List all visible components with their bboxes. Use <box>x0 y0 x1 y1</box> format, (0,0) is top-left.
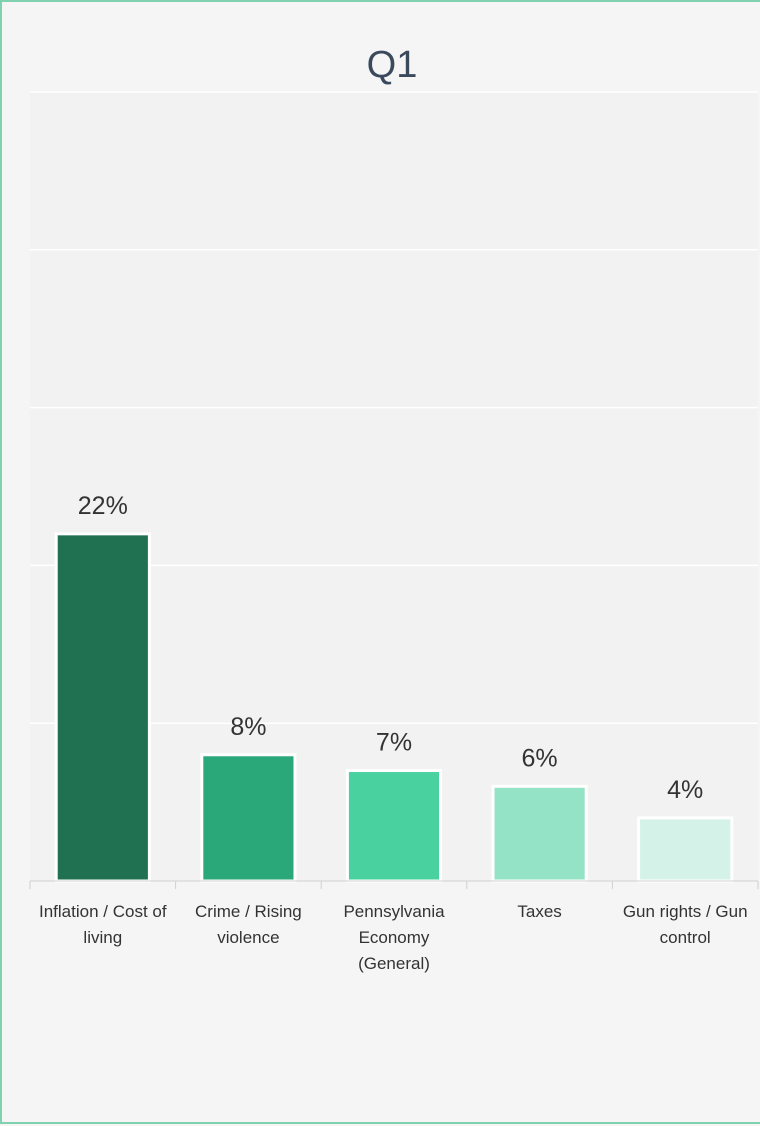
category-label: control <box>660 928 711 947</box>
bar <box>491 784 588 883</box>
bar <box>200 753 297 883</box>
bar <box>345 769 443 883</box>
category-label: Gun rights / Gun <box>623 902 748 921</box>
category-label: Economy <box>359 928 430 947</box>
data-label: 4% <box>667 776 703 804</box>
category-label: Pennsylvania <box>343 902 445 921</box>
bar <box>637 816 734 883</box>
category-label: Crime / Rising <box>195 902 302 921</box>
x-axis-ticks <box>29 881 759 889</box>
category-label: living <box>83 928 122 947</box>
category-labels: Inflation / Cost of living Crime / Rising v… <box>39 902 748 973</box>
data-labels: 22% 8% 7% 6% 4% <box>78 492 703 804</box>
bars <box>54 532 734 883</box>
data-label: 8% <box>230 713 266 741</box>
plot-area <box>30 92 758 881</box>
bar <box>54 532 151 883</box>
category-label: Taxes <box>517 902 561 921</box>
data-label: 7% <box>376 729 412 757</box>
chart-title: Q1 <box>367 44 418 86</box>
category-label: Inflation / Cost of <box>39 902 167 921</box>
category-label: (General) <box>358 954 430 973</box>
data-label: 6% <box>522 744 558 772</box>
category-label: violence <box>217 928 279 947</box>
gridlines <box>30 91 758 724</box>
data-label: 22% <box>78 492 128 520</box>
